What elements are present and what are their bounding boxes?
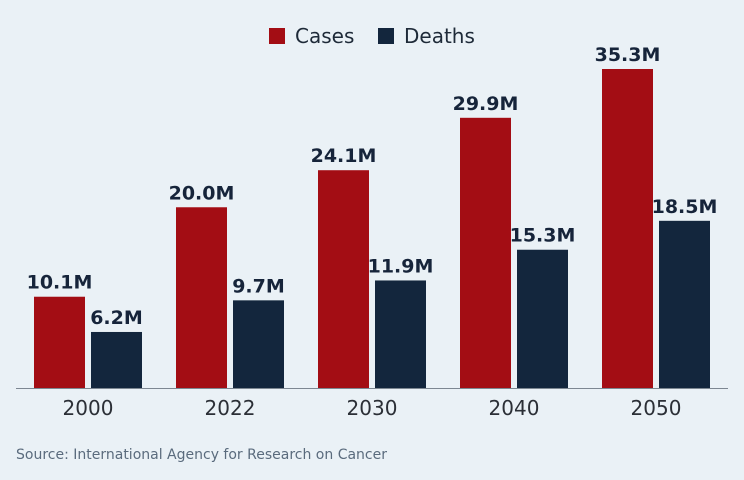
bar-cases-2050 xyxy=(602,69,653,388)
data-label-deaths-2022: 9.7M xyxy=(232,275,285,297)
legend-swatch-deaths xyxy=(378,28,394,44)
bar-cases-2030 xyxy=(318,170,369,388)
data-label-deaths-2030: 11.9M xyxy=(368,255,434,277)
x-tick-label-2022: 2022 xyxy=(205,396,256,420)
bar-deaths-2040 xyxy=(517,249,568,388)
bar-chart: Cases Deaths 10.1M 6.2M 20.0M 9.7M 24.1M 11.9M 2… xyxy=(16,24,728,420)
data-label-cases-2030: 24.1M xyxy=(311,145,377,167)
x-tick-label-2050: 2050 xyxy=(631,396,682,420)
legend-label-deaths: Deaths xyxy=(404,24,475,48)
bar-cases-2022 xyxy=(176,207,227,388)
bar-cases-2040 xyxy=(460,117,511,389)
bar-deaths-2022 xyxy=(233,300,284,388)
bar-deaths-2050 xyxy=(659,220,710,388)
x-tick-label-2030: 2030 xyxy=(347,396,398,420)
data-label-deaths-2040: 15.3M xyxy=(510,225,576,247)
x-tick-label-2040: 2040 xyxy=(489,396,540,420)
bar-deaths-2000 xyxy=(91,331,142,388)
data-label-cases-2022: 20.0M xyxy=(169,182,235,204)
data-label-cases-2000: 10.1M xyxy=(27,272,93,294)
source-note: Source: International Agency for Researc… xyxy=(16,447,387,463)
data-label-deaths-2050: 18.5M xyxy=(652,196,718,218)
legend-swatch-cases xyxy=(269,28,285,44)
bar-cases-2000 xyxy=(34,296,85,388)
bar-deaths-2030 xyxy=(375,280,426,388)
legend-label-cases: Cases xyxy=(295,24,354,48)
legend: Cases Deaths xyxy=(269,24,475,48)
x-tick-label-2000: 2000 xyxy=(63,396,114,420)
data-label-deaths-2000: 6.2M xyxy=(90,307,143,329)
data-label-cases-2050: 35.3M xyxy=(595,44,661,66)
data-label-cases-2040: 29.9M xyxy=(453,93,519,115)
